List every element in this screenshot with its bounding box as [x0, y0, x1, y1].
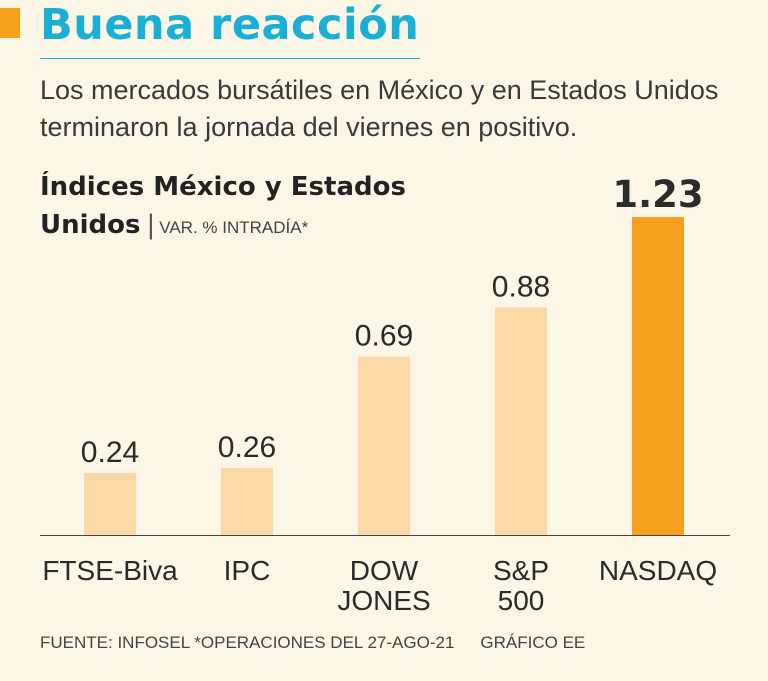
source-note: FUENTE: INFOSEL *OPERACIONES DEL 27-AGO-… [40, 633, 585, 653]
data-label-2: 0.69 [355, 320, 413, 353]
accent-bar [0, 8, 20, 38]
bar-3 [495, 307, 547, 535]
data-label-4: 1.23 [612, 173, 703, 216]
category-label-2-0: DOW [350, 555, 419, 586]
bar-0 [84, 472, 136, 535]
bar-1 [221, 467, 273, 535]
title-divider [40, 58, 420, 59]
category-label-4-0: NASDAQ [599, 555, 717, 586]
category-label-0-0: FTSE-Biva [42, 555, 178, 586]
category-label-1-0: IPC [224, 555, 271, 586]
graphic-credit: GRÁFICO EE [480, 633, 586, 652]
data-label-0: 0.24 [81, 436, 139, 469]
source-text: FUENTE: INFOSEL *OPERACIONES DEL 27-AGO-… [40, 633, 455, 652]
chart-unit-label: VAR. % INTRADÍA* [159, 218, 309, 237]
category-label-3-0: S&P [493, 555, 549, 586]
category-label-2-1: JONES [337, 585, 430, 616]
chart-title-separator: | [146, 210, 156, 240]
data-label-1: 0.26 [218, 431, 276, 464]
data-label-3: 0.88 [492, 270, 550, 303]
chart-heading: Índices México y Estados Unidos | VAR. % I… [40, 168, 500, 247]
bar-2 [358, 356, 410, 535]
page-subtitle: Los mercados bursátiles en México y en E… [40, 75, 719, 142]
category-label-3-1: 500 [498, 585, 545, 616]
bar-4 [632, 217, 684, 535]
chart-title: Índices México y Estados Unidos [40, 172, 406, 240]
page-title: Buena reacción [40, 0, 420, 50]
